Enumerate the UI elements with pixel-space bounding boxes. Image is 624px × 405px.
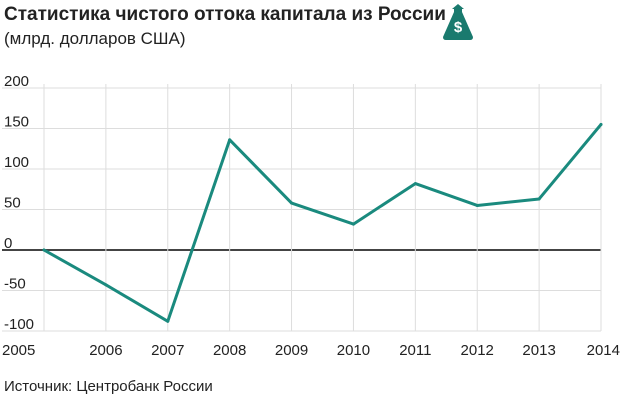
data-point bbox=[599, 122, 603, 126]
y-tick-label: -50 bbox=[4, 276, 26, 293]
data-point bbox=[413, 182, 417, 186]
y-tick-label: 50 bbox=[4, 195, 21, 212]
data-point bbox=[42, 248, 46, 252]
series-layer bbox=[42, 122, 603, 323]
x-tick-label: 2014 bbox=[587, 342, 620, 359]
x-tick-label: 2007 bbox=[151, 342, 184, 359]
money-bag-icon: $ bbox=[443, 4, 473, 40]
data-point bbox=[351, 222, 355, 226]
x-tick-label: 2012 bbox=[461, 342, 494, 359]
x-tick-label: 2006 bbox=[89, 342, 122, 359]
chart-subtitle: (млрд. долларов США) bbox=[4, 29, 186, 48]
x-tick-label: 2005 bbox=[2, 342, 35, 359]
y-tick-label: 100 bbox=[4, 154, 29, 171]
x-tick-label: 2010 bbox=[337, 342, 370, 359]
data-point bbox=[290, 201, 294, 205]
data-point bbox=[475, 203, 479, 207]
data-point bbox=[166, 319, 170, 323]
svg-text:$: $ bbox=[454, 19, 463, 36]
x-axis: 2005 2006 2007 2008 2009 2010 2011 2012 2013 2014 bbox=[2, 342, 620, 359]
y-tick-label: 0 bbox=[4, 235, 12, 252]
data-point bbox=[537, 197, 541, 201]
y-tick-label: 150 bbox=[4, 114, 29, 131]
y-tick-label: 200 bbox=[4, 73, 29, 90]
grid-lines bbox=[2, 84, 602, 332]
source-note: Источник: Центробанк России bbox=[4, 378, 213, 395]
x-tick-label: 2008 bbox=[213, 342, 246, 359]
x-tick-label: 2009 bbox=[275, 342, 308, 359]
chart-title: Статистика чистого оттока капитала из Ро… bbox=[4, 4, 446, 25]
y-tick-label: -100 bbox=[4, 316, 34, 333]
x-tick-label: 2011 bbox=[399, 342, 431, 359]
line-chart: 200 150 100 50 0 -50 -100 2005 2006 2007 2008 2009… bbox=[2, 73, 620, 359]
data-point bbox=[228, 138, 232, 142]
x-tick-label: 2013 bbox=[522, 342, 555, 359]
series-line bbox=[42, 122, 603, 323]
data-point bbox=[104, 283, 108, 287]
y-axis: 200 150 100 50 0 -50 -100 bbox=[4, 73, 34, 333]
